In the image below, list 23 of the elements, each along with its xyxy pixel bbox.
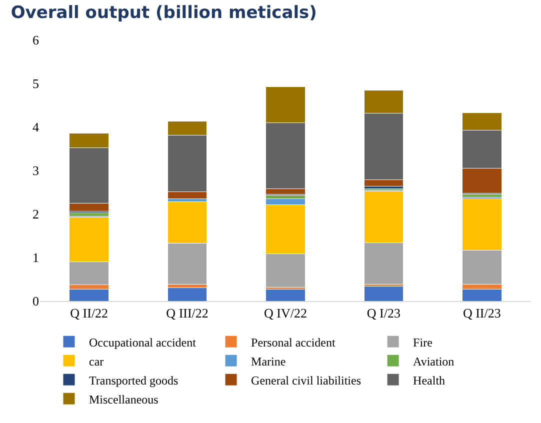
y-tick-label: 0 (32, 294, 39, 309)
legend-label: Fire (413, 335, 432, 350)
legend-label: Health (413, 373, 446, 388)
legend-label: Aviation (413, 354, 454, 368)
x-tick-label: Q II/22 (70, 306, 108, 321)
legend-label: Personal accident (251, 335, 336, 350)
x-tick-label: Q II/23 (462, 306, 501, 321)
chart-title: Overall output (billion meticals) (10, 3, 317, 24)
x-tick-label: Q III/22 (166, 306, 208, 321)
legend-label: car (89, 354, 104, 368)
legend-label: General civil liabilities (251, 373, 362, 388)
x-tick-label: Q I/23 (366, 306, 400, 321)
legend-label: Transported goods (89, 373, 179, 388)
y-tick-label: 5 (32, 76, 39, 92)
x-tick-label: Q IV/22 (264, 306, 307, 321)
legend-label: Occupational accident (89, 335, 197, 350)
y-tick-label: 3 (32, 163, 39, 178)
y-tick-label: 1 (32, 250, 39, 266)
y-tick-label: 2 (32, 206, 39, 222)
y-tick-label: 6 (32, 32, 40, 48)
legend-label: Miscellaneous (89, 392, 159, 406)
y-tick-label: 4 (32, 120, 40, 135)
legend-label: Marine (251, 354, 286, 368)
